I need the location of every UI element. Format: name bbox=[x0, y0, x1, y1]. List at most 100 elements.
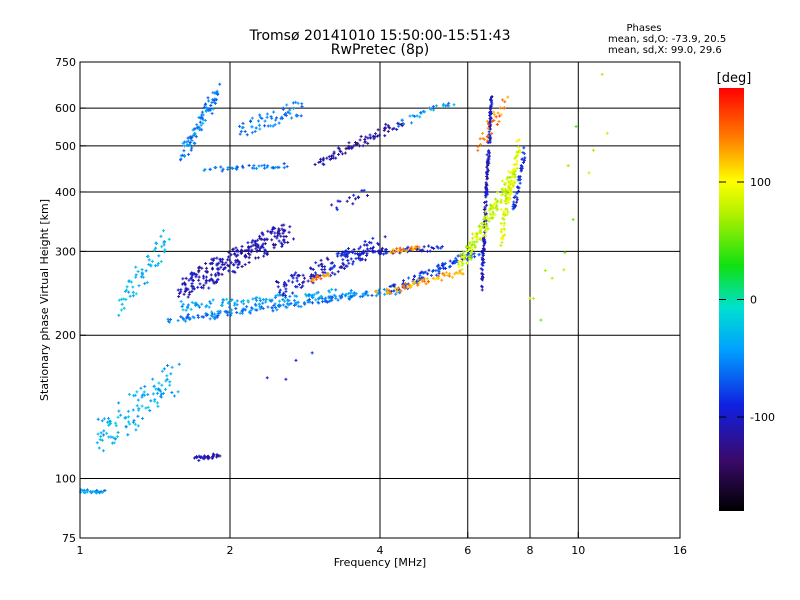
data-point bbox=[186, 313, 190, 317]
data-point bbox=[191, 285, 195, 289]
data-point bbox=[284, 112, 288, 116]
data-point bbox=[220, 272, 224, 276]
data-point bbox=[240, 244, 244, 248]
data-point bbox=[471, 232, 475, 236]
data-point bbox=[271, 309, 275, 313]
data-point bbox=[486, 126, 490, 130]
data-point bbox=[515, 166, 519, 170]
data-point bbox=[489, 213, 493, 217]
data-point bbox=[123, 416, 127, 420]
data-point bbox=[484, 229, 488, 233]
data-point bbox=[276, 281, 280, 285]
data-point bbox=[165, 377, 169, 381]
data-point bbox=[302, 280, 306, 284]
data-point bbox=[505, 207, 509, 211]
data-point bbox=[186, 295, 190, 299]
y-tick-label: 200 bbox=[55, 329, 76, 342]
data-point bbox=[265, 115, 269, 119]
data-point bbox=[282, 162, 286, 166]
data-point bbox=[323, 274, 327, 278]
data-point bbox=[144, 269, 148, 273]
data-point bbox=[161, 391, 165, 395]
data-point bbox=[215, 263, 219, 267]
data-point bbox=[181, 277, 185, 281]
data-point bbox=[132, 394, 136, 398]
data-point bbox=[188, 141, 192, 145]
data-point bbox=[506, 199, 510, 203]
data-point bbox=[176, 319, 180, 323]
data-point bbox=[382, 252, 386, 256]
data-point bbox=[98, 438, 102, 442]
data-point bbox=[464, 254, 468, 258]
data-point bbox=[330, 298, 334, 302]
data-point bbox=[477, 252, 481, 256]
data-point bbox=[363, 140, 367, 144]
data-point bbox=[483, 224, 487, 228]
data-point bbox=[197, 278, 201, 282]
data-point bbox=[319, 277, 323, 281]
data-point bbox=[188, 143, 192, 147]
data-point bbox=[100, 419, 104, 423]
data-point bbox=[492, 110, 496, 114]
data-point bbox=[216, 310, 220, 314]
data-point bbox=[506, 210, 510, 214]
data-point bbox=[483, 205, 487, 209]
data-point bbox=[179, 290, 183, 294]
data-point bbox=[185, 315, 189, 319]
data-point bbox=[383, 248, 387, 252]
data-point bbox=[457, 265, 461, 269]
data-point bbox=[255, 308, 259, 312]
data-point bbox=[499, 208, 503, 212]
data-point bbox=[272, 246, 276, 250]
data-point bbox=[239, 300, 243, 304]
data-point bbox=[269, 115, 273, 119]
data-point bbox=[204, 109, 208, 113]
data-point bbox=[336, 298, 340, 302]
data-point bbox=[566, 164, 570, 168]
data-point bbox=[159, 260, 163, 264]
data-point bbox=[263, 248, 267, 252]
data-point bbox=[201, 286, 205, 290]
data-point bbox=[489, 124, 493, 128]
data-point bbox=[458, 269, 462, 273]
data-point bbox=[263, 119, 267, 123]
data-point bbox=[283, 240, 287, 244]
data-point bbox=[366, 136, 370, 140]
data-point bbox=[250, 306, 254, 310]
data-point bbox=[194, 135, 198, 139]
data-point bbox=[395, 286, 399, 290]
data-point bbox=[485, 173, 489, 177]
data-point bbox=[202, 283, 206, 287]
data-point bbox=[190, 289, 194, 293]
data-point bbox=[300, 102, 304, 106]
data-point bbox=[504, 202, 508, 206]
data-point bbox=[416, 278, 420, 282]
data-point bbox=[485, 217, 489, 221]
data-point bbox=[391, 127, 395, 131]
data-point bbox=[421, 271, 425, 275]
data-point bbox=[295, 285, 299, 289]
data-point bbox=[201, 118, 205, 122]
data-point bbox=[235, 299, 239, 303]
data-point bbox=[273, 302, 277, 306]
data-point bbox=[136, 414, 140, 418]
data-point bbox=[247, 163, 251, 167]
data-point bbox=[326, 272, 330, 276]
data-point bbox=[347, 295, 351, 299]
data-point bbox=[202, 105, 206, 109]
data-point bbox=[438, 266, 442, 270]
data-point bbox=[211, 452, 215, 456]
data-point bbox=[85, 490, 89, 494]
data-point bbox=[508, 182, 512, 186]
data-point bbox=[373, 135, 377, 139]
data-point bbox=[507, 180, 511, 184]
data-point bbox=[307, 298, 311, 302]
data-point bbox=[156, 404, 160, 408]
x-tick-label: 6 bbox=[464, 544, 471, 557]
data-point bbox=[465, 249, 469, 253]
data-point bbox=[333, 264, 337, 268]
data-point bbox=[471, 243, 475, 247]
data-point bbox=[440, 245, 444, 249]
x-axis-ticks: 1 2 4 6 8 10 16 bbox=[77, 532, 687, 557]
data-point bbox=[281, 303, 285, 307]
